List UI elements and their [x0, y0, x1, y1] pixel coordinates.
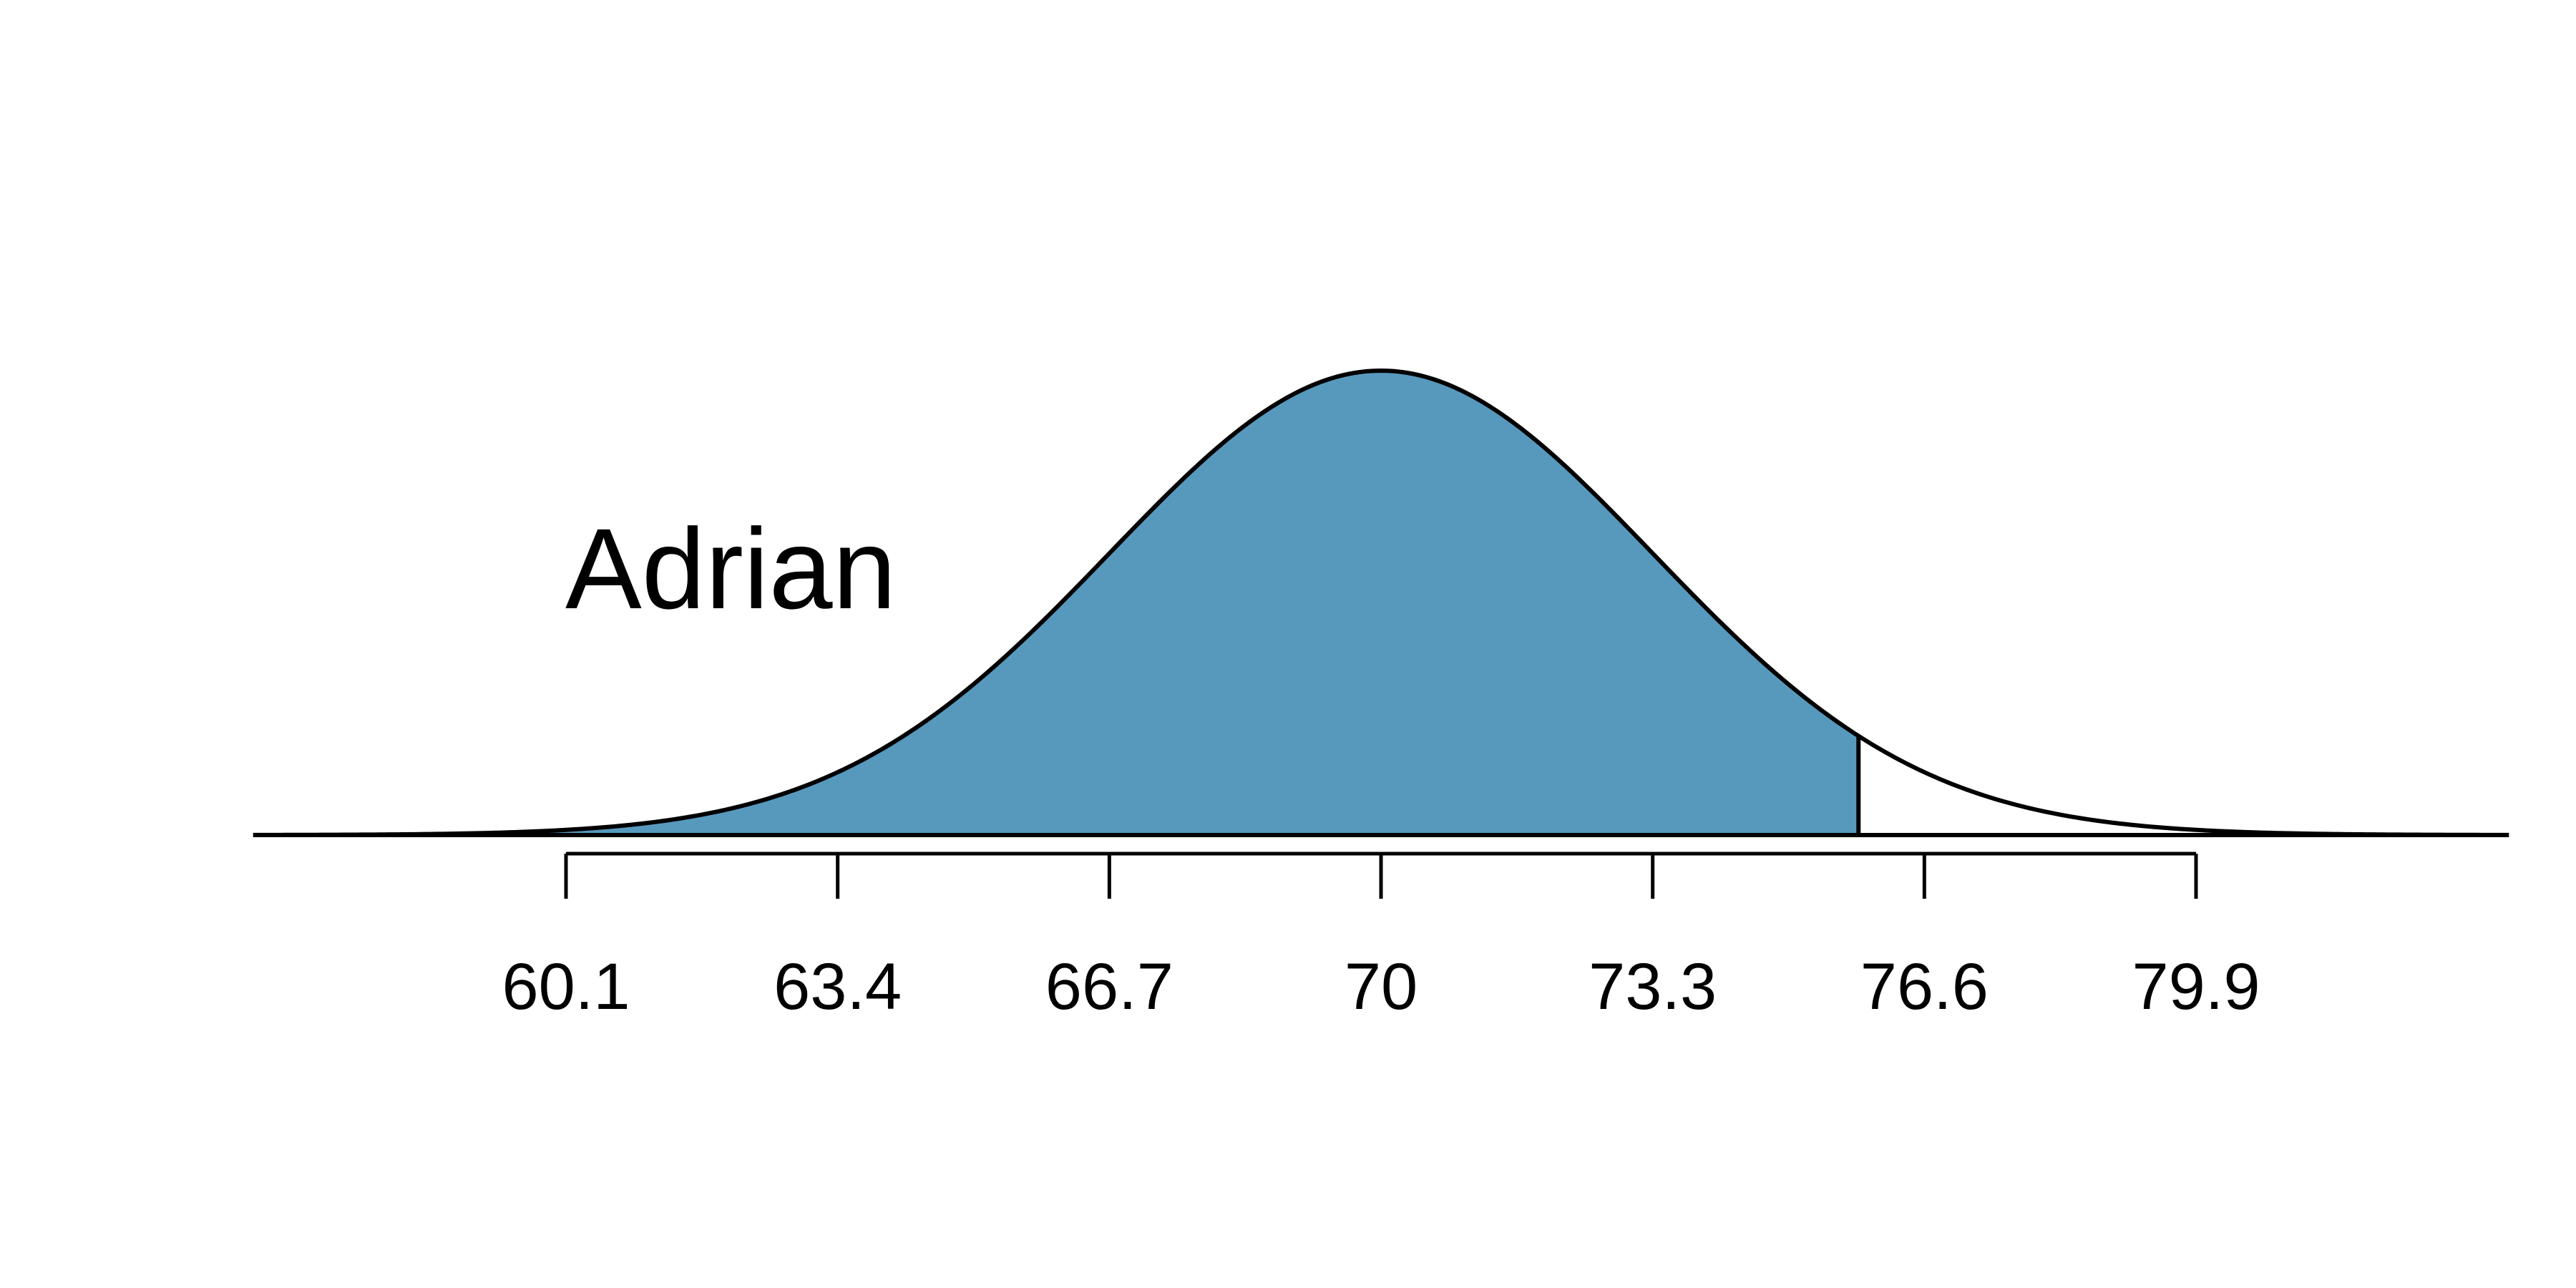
- x-axis-tick-label: 73.3: [1589, 950, 1717, 1023]
- x-axis-ticks: [564, 854, 2198, 899]
- x-axis-tick-label: 76.6: [1860, 950, 1989, 1023]
- density-curve: [253, 368, 2509, 837]
- x-axis-tick-label: 79.9: [2132, 950, 2260, 1023]
- x-axis-tick-label: 70: [1345, 950, 1418, 1023]
- x-axis-tick-label: 60.1: [502, 950, 630, 1023]
- annotation-label: Adrian: [565, 504, 897, 633]
- x-axis-tick-label: 63.4: [774, 950, 902, 1023]
- shaded-area: [253, 371, 1859, 835]
- x-axis-tick-label: 66.7: [1045, 950, 1174, 1023]
- x-axis-tick-labels: 60.1 63.4 66.7 70 73.3 76.6 79.9: [502, 950, 2260, 1023]
